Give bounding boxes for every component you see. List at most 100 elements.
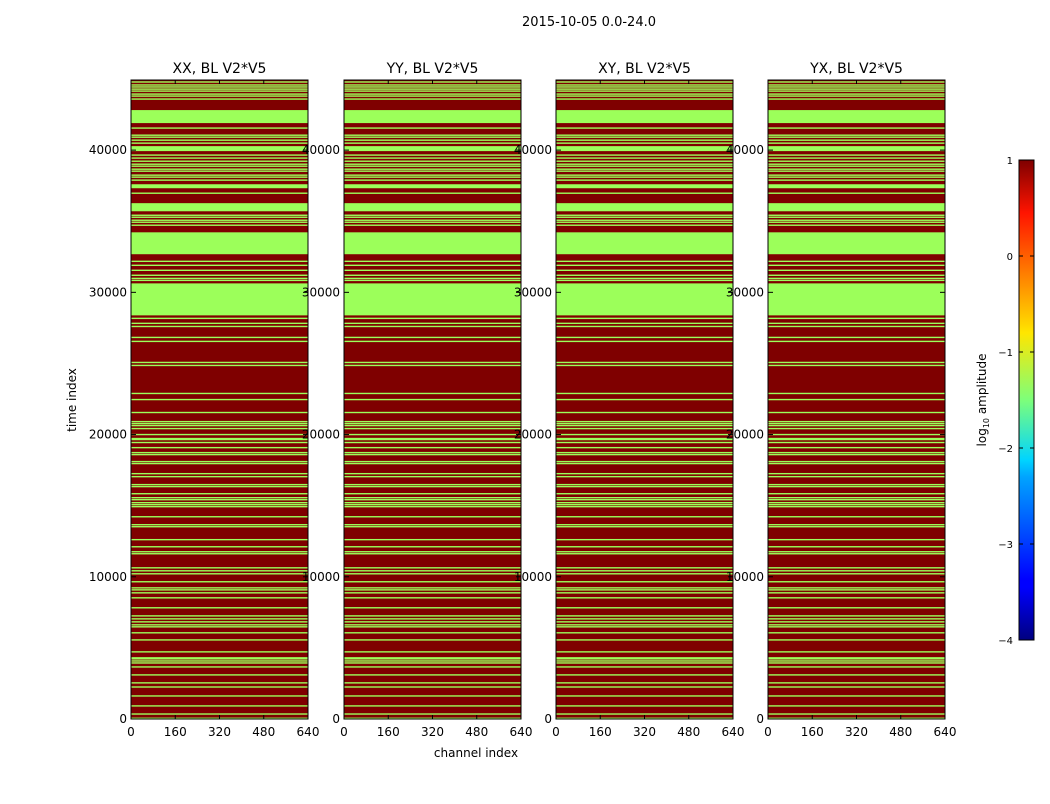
flagged-line: [344, 632, 521, 634]
flagged-line: [556, 88, 733, 90]
flagged-line: [556, 192, 733, 194]
flagged-line: [768, 657, 945, 659]
flagged-line: [768, 274, 945, 276]
flagged-line: [556, 483, 733, 486]
x-tick-label: 640: [297, 725, 320, 739]
flagged-line: [131, 221, 308, 223]
flagged-line: [768, 451, 945, 454]
flagged-line: [556, 364, 733, 367]
flagged-band: [131, 283, 308, 316]
flagged-line: [131, 317, 308, 320]
flagged-line: [131, 485, 308, 488]
flagged-band: [556, 184, 733, 189]
flagged-band: [556, 146, 733, 152]
flagged-line: [131, 269, 308, 271]
flagged-line: [556, 176, 733, 178]
flagged-band: [556, 203, 733, 212]
flagged-line: [131, 546, 308, 548]
flagged-line: [344, 618, 521, 620]
flagged-line: [131, 662, 308, 664]
flagged-line: [344, 546, 521, 548]
flagged-line: [131, 427, 308, 430]
flagged-line: [768, 538, 945, 541]
panel-title: XY, BL V2*V5: [598, 61, 691, 77]
colorbar-tick-label: 0: [1007, 252, 1013, 263]
y-tick-label: 10000: [302, 570, 340, 584]
flagged-line: [556, 621, 733, 623]
flagged-line: [556, 277, 733, 280]
flagged-line: [768, 411, 945, 414]
y-axis-label: time index: [65, 368, 79, 432]
flagged-line: [768, 165, 945, 167]
flagged-line: [344, 422, 521, 425]
flagged-line: [131, 364, 308, 367]
flagged-line: [768, 264, 945, 267]
flagged-line: [131, 219, 308, 221]
flagged-line: [556, 221, 733, 223]
flagged-line: [556, 322, 733, 325]
flagged-line: [344, 573, 521, 575]
flagged-line: [131, 570, 308, 572]
flagged-line: [768, 658, 945, 660]
flagged-band: [344, 283, 521, 316]
flagged-line: [768, 624, 945, 626]
flagged-line: [344, 597, 521, 599]
flagged-line: [556, 516, 733, 518]
flagged-line: [344, 621, 521, 623]
panel-4: YX, BL V2*V5 0 160 320 480 640 0 10000 20000 3000…: [726, 61, 957, 739]
flagged-line: [556, 451, 733, 454]
flagged-line: [556, 214, 733, 216]
flagged-line: [131, 157, 308, 159]
flagged-line: [131, 154, 308, 156]
flagged-line: [768, 98, 945, 100]
flagged-line: [768, 437, 945, 440]
flagged-band: [768, 146, 945, 152]
flagged-line: [131, 607, 308, 609]
flagged-line: [768, 597, 945, 599]
flagged-band: [131, 146, 308, 152]
y-tick-label: 30000: [302, 285, 340, 299]
flagged-line: [131, 686, 308, 688]
flagged-line: [768, 192, 945, 194]
flagged-line: [768, 154, 945, 156]
flagged-band: [768, 184, 945, 189]
flagged-line: [344, 192, 521, 194]
flagged-line: [556, 682, 733, 684]
flagged-line: [556, 317, 733, 320]
x-tick-label: 320: [633, 725, 656, 739]
flagged-line: [131, 567, 308, 569]
x-tick-label: 0: [340, 725, 348, 739]
flagged-line: [768, 317, 945, 320]
flagged-line: [768, 546, 945, 548]
flagged-line: [768, 498, 945, 501]
flagged-line: [131, 134, 308, 136]
flagged-line: [556, 686, 733, 688]
flagged-line: [768, 221, 945, 223]
flagged-line: [556, 95, 733, 97]
panel-1: XX, BL V2*V5 0 160 320 480 640 0 10000 20000 3000…: [89, 61, 320, 739]
flagged-line: [131, 433, 308, 436]
flagged-line: [556, 398, 733, 401]
y-tick-label: 30000: [514, 285, 552, 299]
flagged-line: [768, 433, 945, 436]
flagged-line: [768, 95, 945, 97]
flagged-line: [344, 498, 521, 501]
flagged-line: [344, 615, 521, 617]
flagged-line: [768, 168, 945, 170]
x-tick-label: 160: [801, 725, 824, 739]
flagged-line: [556, 224, 733, 226]
flagged-line: [556, 597, 733, 599]
flagged-line: [556, 437, 733, 440]
flagged-line: [344, 589, 521, 591]
flagged-line: [556, 134, 733, 136]
flagged-line: [131, 705, 308, 707]
flagged-line: [344, 420, 521, 423]
flagged-line: [768, 516, 945, 518]
flagged-line: [556, 216, 733, 218]
flagged-line: [768, 621, 945, 623]
flagged-line: [768, 526, 945, 528]
flagged-line: [556, 493, 733, 495]
flagged-line: [556, 618, 733, 620]
y-tick-label: 40000: [726, 143, 764, 157]
flagged-line: [344, 325, 521, 328]
